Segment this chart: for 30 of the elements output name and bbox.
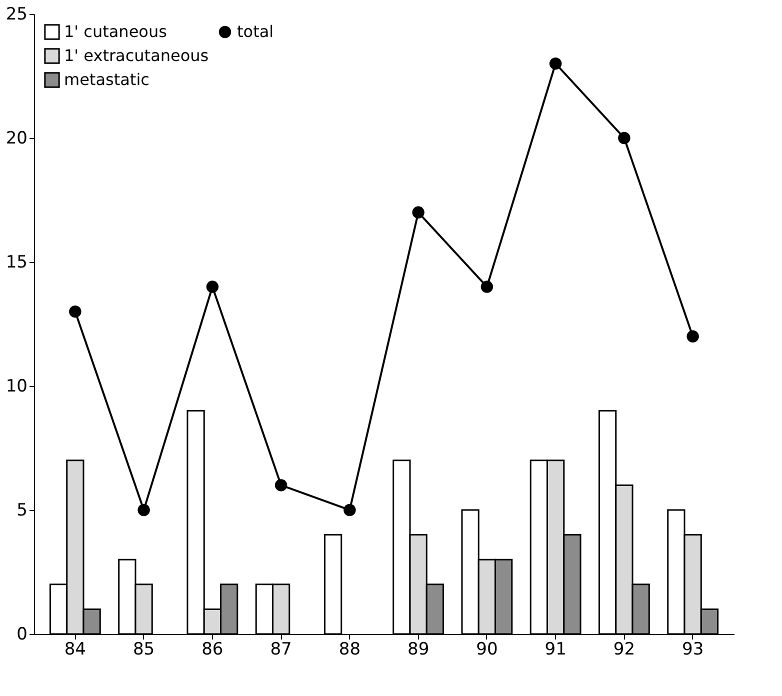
legend-label: 1' extracutaneous: [64, 46, 209, 65]
point: [618, 132, 630, 144]
legend-label: total: [237, 22, 274, 41]
point: [686, 330, 699, 343]
legend-label: metastatic: [64, 70, 150, 89]
x-tick-label: 86: [202, 640, 224, 660]
x-tick-label: 89: [407, 640, 430, 660]
point: [206, 280, 219, 293]
y-tick-label: 10: [6, 376, 28, 396]
x-tick-label: 84: [64, 640, 86, 660]
x-tick-label: 88: [338, 640, 361, 660]
x-tick-label: 93: [682, 640, 704, 660]
y-tick-label: 20: [6, 128, 28, 148]
x-tick-label: 90: [476, 640, 498, 660]
x-tick-label: 87: [270, 640, 292, 660]
point: [412, 206, 424, 219]
point: [274, 479, 288, 492]
y-tick-label: 5: [16, 500, 28, 520]
legend-label: 1' cutaneous: [64, 22, 167, 41]
point: [549, 57, 562, 70]
x-tick-label: 92: [613, 640, 636, 660]
point: [138, 504, 150, 516]
y-tick-label: 25: [6, 4, 28, 24]
y-tick-label: 0: [16, 624, 28, 644]
y-tick-label: 15: [6, 252, 28, 272]
point: [344, 504, 356, 516]
x-tick-label: 91: [544, 640, 566, 660]
x-tick-label: 85: [132, 640, 155, 660]
point: [69, 305, 82, 318]
point: [480, 280, 494, 293]
